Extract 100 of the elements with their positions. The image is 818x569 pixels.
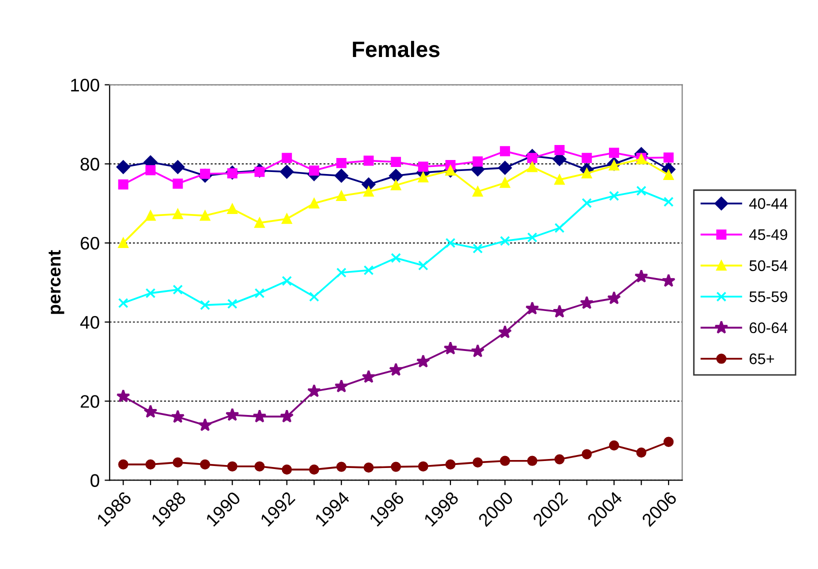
point [580, 296, 594, 310]
point [118, 298, 128, 308]
point [552, 304, 566, 318]
point [200, 459, 210, 470]
point [527, 152, 538, 164]
point [554, 144, 565, 156]
point [418, 162, 428, 172]
point [634, 269, 648, 283]
point [390, 180, 401, 190]
point [636, 447, 646, 458]
point [416, 354, 430, 368]
point [445, 459, 456, 470]
y-tick-label: 100 [71, 78, 100, 92]
point [227, 461, 238, 472]
point [118, 179, 128, 190]
point [282, 152, 292, 164]
point [200, 300, 210, 310]
y-tick-label: 60 [80, 236, 100, 250]
point [472, 243, 483, 254]
point [470, 344, 485, 358]
point [118, 238, 128, 248]
point [144, 404, 158, 418]
point [280, 164, 294, 179]
legend-label: 40-44 [749, 198, 788, 209]
point [607, 291, 621, 304]
legend-label: 65+ [750, 353, 774, 364]
point [282, 276, 292, 286]
point [527, 456, 538, 466]
point [336, 158, 346, 168]
point [280, 409, 294, 423]
point [664, 436, 674, 447]
point [500, 146, 510, 156]
point [554, 454, 565, 464]
point [170, 160, 185, 174]
point [282, 464, 292, 475]
point [172, 284, 183, 295]
point [418, 172, 428, 182]
point [636, 186, 646, 196]
point [254, 461, 265, 472]
y-tick-label: 40 [80, 316, 100, 329]
point [525, 301, 540, 315]
point [362, 370, 376, 383]
point [582, 449, 592, 460]
point [336, 462, 346, 472]
point [390, 156, 401, 167]
point [145, 288, 156, 298]
point [582, 198, 592, 208]
y-axis-title: percent [48, 250, 64, 314]
point [527, 232, 538, 242]
point [145, 459, 156, 470]
point [336, 268, 346, 278]
point [309, 198, 320, 208]
point [334, 168, 348, 183]
point [254, 288, 265, 298]
legend-label: 60-64 [750, 322, 788, 334]
point [554, 222, 565, 234]
point [664, 170, 674, 180]
point [418, 260, 428, 271]
point [664, 152, 674, 163]
point [500, 178, 510, 188]
point [364, 156, 374, 166]
point [418, 461, 428, 472]
point [172, 209, 183, 220]
point [498, 325, 512, 338]
point [227, 204, 238, 214]
point [145, 210, 156, 221]
point [116, 160, 130, 174]
point [118, 459, 128, 470]
y-tick-label: 80 [80, 158, 100, 171]
point [364, 186, 374, 197]
y-tick-label: 0 [90, 474, 100, 487]
point [608, 148, 620, 158]
point [608, 440, 620, 451]
point [472, 186, 483, 197]
point [608, 160, 620, 171]
chart-title: Females [352, 40, 440, 58]
point [145, 165, 156, 176]
point [390, 462, 401, 472]
legend-label: 55-59 [749, 291, 788, 302]
point [307, 384, 321, 398]
point [445, 238, 456, 248]
point [444, 341, 458, 355]
point [498, 161, 512, 175]
point [254, 218, 265, 228]
point [664, 196, 674, 207]
point [500, 456, 510, 466]
point [170, 410, 185, 423]
point [608, 190, 620, 201]
point [582, 152, 592, 164]
point [527, 162, 538, 172]
point [472, 156, 483, 167]
point [389, 168, 403, 183]
point [336, 190, 346, 201]
point [364, 462, 374, 473]
point [252, 409, 266, 423]
legend-label: 45-49 [749, 229, 788, 240]
point [364, 265, 374, 276]
point [472, 457, 483, 468]
point [390, 252, 401, 264]
point [200, 210, 210, 221]
